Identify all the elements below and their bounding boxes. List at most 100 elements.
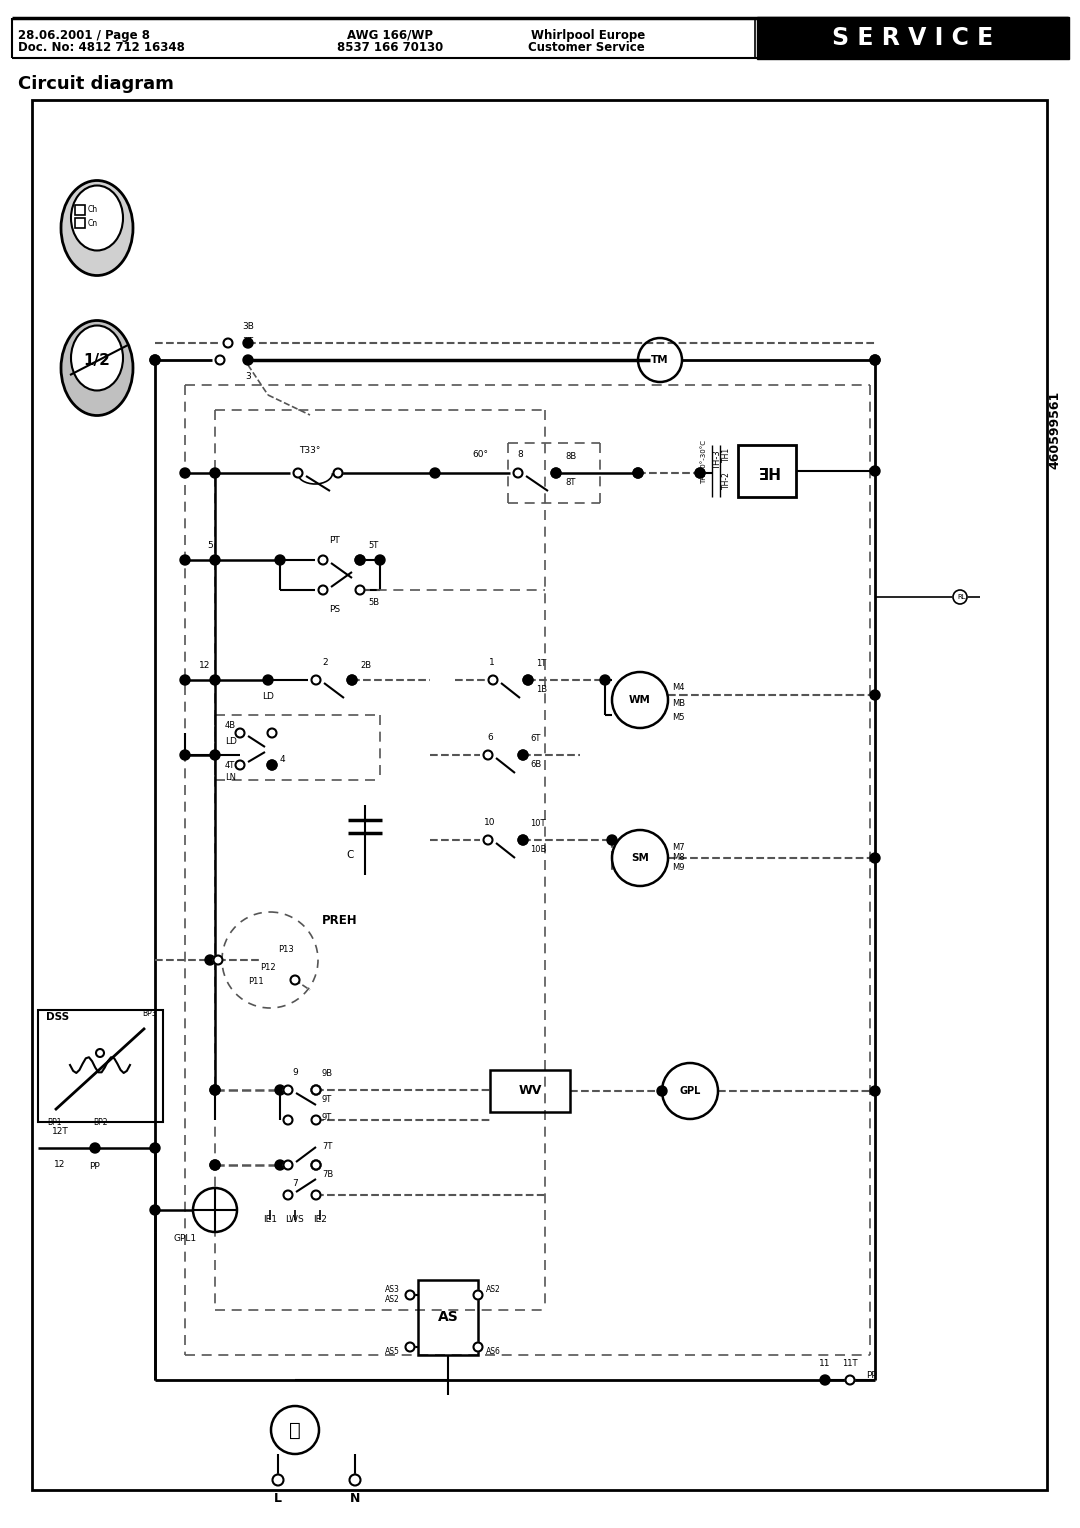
Circle shape bbox=[633, 468, 643, 478]
Circle shape bbox=[268, 761, 276, 770]
Circle shape bbox=[696, 469, 704, 477]
Text: WM: WM bbox=[629, 695, 651, 704]
Circle shape bbox=[430, 468, 440, 478]
Text: HE: HE bbox=[755, 463, 779, 478]
Bar bbox=[75, 219, 85, 228]
Text: SM: SM bbox=[631, 853, 649, 863]
Text: 10: 10 bbox=[484, 817, 496, 827]
Text: Ⓔ: Ⓔ bbox=[289, 1421, 301, 1439]
Text: 8537 166 70130: 8537 166 70130 bbox=[337, 41, 443, 53]
Circle shape bbox=[518, 834, 528, 845]
Bar bbox=[75, 205, 85, 215]
Circle shape bbox=[552, 469, 561, 477]
Circle shape bbox=[518, 750, 528, 759]
Circle shape bbox=[484, 750, 492, 759]
Circle shape bbox=[210, 750, 220, 759]
Circle shape bbox=[870, 691, 880, 700]
Circle shape bbox=[350, 1475, 361, 1485]
Circle shape bbox=[275, 555, 285, 565]
Circle shape bbox=[243, 354, 253, 365]
Text: Customer Service: Customer Service bbox=[528, 41, 645, 53]
Text: 9B: 9B bbox=[322, 1070, 333, 1077]
Circle shape bbox=[523, 675, 534, 685]
Ellipse shape bbox=[71, 325, 123, 391]
Text: WV: WV bbox=[518, 1085, 542, 1097]
Text: 1/2: 1/2 bbox=[83, 353, 110, 368]
Circle shape bbox=[870, 354, 880, 365]
Circle shape bbox=[210, 1085, 220, 1096]
Text: M7: M7 bbox=[672, 843, 685, 853]
Text: 6: 6 bbox=[487, 733, 492, 743]
Text: TH-3: TH-3 bbox=[714, 451, 723, 471]
Text: BP3: BP3 bbox=[141, 1008, 157, 1018]
Text: AS2: AS2 bbox=[486, 1285, 501, 1294]
Text: T33°: T33° bbox=[299, 446, 321, 455]
Text: 3T: 3T bbox=[242, 338, 254, 345]
Text: AS6: AS6 bbox=[486, 1348, 501, 1357]
Text: TM: TM bbox=[651, 354, 669, 365]
Text: P12: P12 bbox=[260, 963, 275, 972]
Circle shape bbox=[551, 468, 561, 478]
Text: 10B: 10B bbox=[530, 845, 546, 854]
Text: M4: M4 bbox=[672, 683, 685, 692]
Text: 3: 3 bbox=[245, 371, 251, 380]
Text: PREH: PREH bbox=[322, 914, 357, 926]
Circle shape bbox=[870, 354, 880, 365]
Text: 3B: 3B bbox=[242, 322, 254, 332]
Circle shape bbox=[607, 834, 617, 845]
Circle shape bbox=[311, 675, 321, 685]
Circle shape bbox=[210, 1160, 220, 1170]
Circle shape bbox=[870, 853, 880, 863]
Text: RL: RL bbox=[958, 594, 967, 601]
Ellipse shape bbox=[71, 185, 123, 251]
Text: 1B: 1B bbox=[536, 685, 548, 694]
Text: 9: 9 bbox=[292, 1068, 298, 1077]
Text: 6T: 6T bbox=[530, 733, 540, 743]
Text: S E R V I C E: S E R V I C E bbox=[833, 26, 994, 50]
Text: AS2: AS2 bbox=[384, 1296, 400, 1305]
Circle shape bbox=[633, 468, 643, 478]
Circle shape bbox=[210, 1085, 220, 1096]
Circle shape bbox=[150, 354, 160, 365]
Text: 8T: 8T bbox=[565, 478, 576, 487]
Circle shape bbox=[355, 555, 365, 565]
Bar bbox=[757, 17, 1069, 60]
Circle shape bbox=[311, 1160, 321, 1169]
Circle shape bbox=[275, 1085, 285, 1096]
Text: P13: P13 bbox=[278, 946, 294, 955]
Circle shape bbox=[311, 1190, 321, 1199]
Text: Ch: Ch bbox=[87, 205, 98, 214]
Text: 5B: 5B bbox=[368, 597, 379, 607]
Text: 5: 5 bbox=[207, 541, 213, 550]
Text: 28.06.2001 / Page 8: 28.06.2001 / Page 8 bbox=[18, 29, 150, 41]
Circle shape bbox=[180, 468, 190, 478]
Bar bbox=[490, 1070, 570, 1112]
Text: BP2: BP2 bbox=[93, 1118, 107, 1128]
Circle shape bbox=[953, 590, 967, 604]
Circle shape bbox=[311, 1115, 321, 1125]
Circle shape bbox=[600, 675, 610, 685]
Circle shape bbox=[264, 675, 273, 685]
Text: 4B: 4B bbox=[225, 721, 237, 729]
Circle shape bbox=[96, 1050, 104, 1057]
Ellipse shape bbox=[60, 321, 133, 416]
Text: MB: MB bbox=[672, 698, 685, 707]
Text: TH1: TH1 bbox=[721, 446, 730, 461]
Circle shape bbox=[150, 1206, 160, 1215]
Text: 4T: 4T bbox=[225, 761, 235, 770]
Circle shape bbox=[90, 1143, 100, 1154]
Circle shape bbox=[870, 1086, 880, 1096]
Circle shape bbox=[283, 1160, 293, 1169]
Text: AS5: AS5 bbox=[384, 1348, 400, 1357]
Circle shape bbox=[243, 338, 253, 348]
Bar bbox=[418, 1280, 478, 1355]
Circle shape bbox=[375, 555, 384, 565]
Circle shape bbox=[348, 675, 356, 685]
Text: L: L bbox=[274, 1491, 282, 1505]
Circle shape bbox=[150, 1143, 160, 1154]
Circle shape bbox=[518, 836, 527, 845]
Text: BP1: BP1 bbox=[48, 1118, 63, 1128]
Text: LWS: LWS bbox=[285, 1215, 305, 1224]
Circle shape bbox=[355, 556, 365, 564]
Text: 460599561: 460599561 bbox=[1049, 391, 1062, 469]
